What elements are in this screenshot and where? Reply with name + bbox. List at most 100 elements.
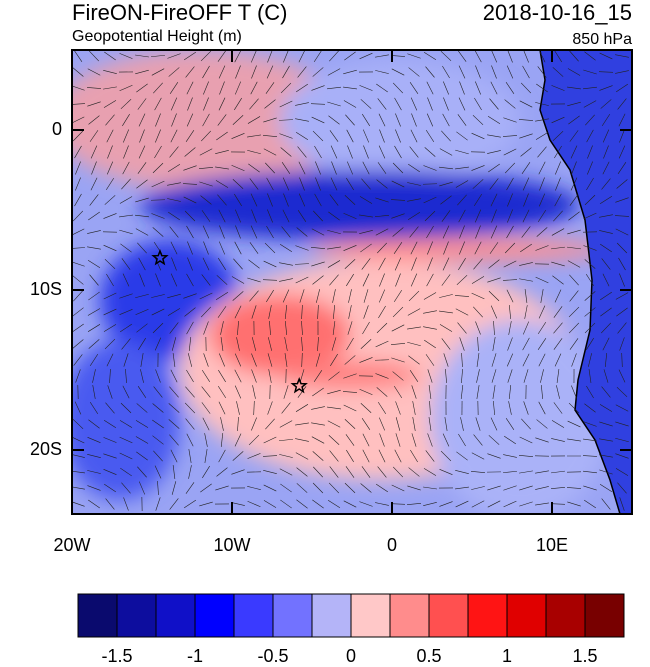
wind-barb [455,295,469,297]
wind-barb [312,275,324,285]
wind-barb [519,485,533,491]
wind-barb [617,482,627,494]
wind-barb [92,369,96,383]
wind-barb [521,162,531,174]
wind-barb [424,339,436,349]
wind-barb [231,276,245,284]
wind-barb [568,211,580,221]
wind-barb [151,180,165,188]
wind-barb [600,291,612,301]
wind-barb [391,343,405,345]
wind-barb [157,480,159,496]
wind-barb [376,179,388,189]
wind-barb [392,82,404,94]
wind-barb [602,273,610,287]
wind-barb [362,321,370,335]
wind-barb [584,291,596,301]
wind-barb [490,417,498,431]
wind-barb [188,449,192,463]
wind-barb [586,337,594,351]
wind-barb [348,305,352,319]
wind-barb [154,465,162,479]
wind-barb [200,306,212,318]
wind-barb [267,353,273,367]
wind-barb [312,482,324,494]
wind-barb [440,195,452,205]
wind-barb [343,245,357,251]
wind-barb [105,402,115,414]
wind-barb [551,438,565,442]
colorbar-label: 0.5 [416,646,441,666]
wind-barb [72,67,84,77]
wind-barb [140,369,144,383]
wind-barb [234,353,242,367]
wind-barb [567,501,581,507]
wind-barb [72,470,85,474]
wind-barb [184,307,196,317]
wind-barb [169,226,179,238]
wind-barb [311,228,325,236]
wind-barb [379,129,385,143]
wind-barb [377,162,387,174]
wind-barb [487,150,501,154]
wind-barb [280,483,292,493]
wind-barb [218,241,226,255]
wind-barb [439,166,453,170]
wind-barb [183,499,197,509]
wind-barb [297,66,307,78]
wind-barb [283,193,289,207]
wind-barb [395,129,401,143]
wind-barb [587,161,593,175]
wind-barb [361,258,371,270]
wind-barb [392,227,404,237]
wind-barb [297,146,307,158]
wind-barb [616,307,628,317]
wind-barb [570,145,578,159]
wind-barbs [72,50,630,512]
wind-barb [234,385,242,399]
wind-barb [395,433,401,447]
wind-barb [425,354,435,366]
wind-barb [202,417,210,431]
wind-barb [393,242,403,254]
wind-barb [103,308,117,316]
level: 850 hPa [572,31,632,48]
wind-barb [493,401,495,415]
wind-barb [535,276,549,284]
wind-barb [362,449,370,463]
wind-barb [439,324,453,332]
wind-barb [234,50,242,63]
wind-barb [601,113,611,127]
wind-barb [151,54,165,58]
wind-barb [359,501,373,507]
wind-barb [475,81,481,95]
wind-barb [520,82,532,94]
wind-barb [519,100,533,108]
wind-barb [328,115,340,125]
colorbar-box [116,593,157,638]
wind-barb [169,434,179,446]
wind-barb [107,385,113,399]
wind-barb [456,131,468,141]
wind-barb [377,98,387,110]
wind-barb [455,470,469,474]
wind-barb [361,178,371,190]
wind-barb [347,321,353,335]
wind-barb [440,50,452,62]
wind-barb [455,180,469,188]
wind-barb [282,209,290,223]
wind-barb [442,257,450,271]
wind-barb [538,161,546,175]
wind-barb [279,420,293,428]
wind-barb [103,213,117,219]
wind-barb [137,98,147,110]
wind-barb [521,418,531,430]
wind-barb [296,227,308,237]
wind-barb [584,51,596,61]
wind-barb [137,242,147,254]
wind-barb [459,241,465,255]
wind-barb [616,386,628,398]
wind-barb [104,195,116,205]
wind-barb [583,421,597,427]
wind-barb [391,68,405,76]
